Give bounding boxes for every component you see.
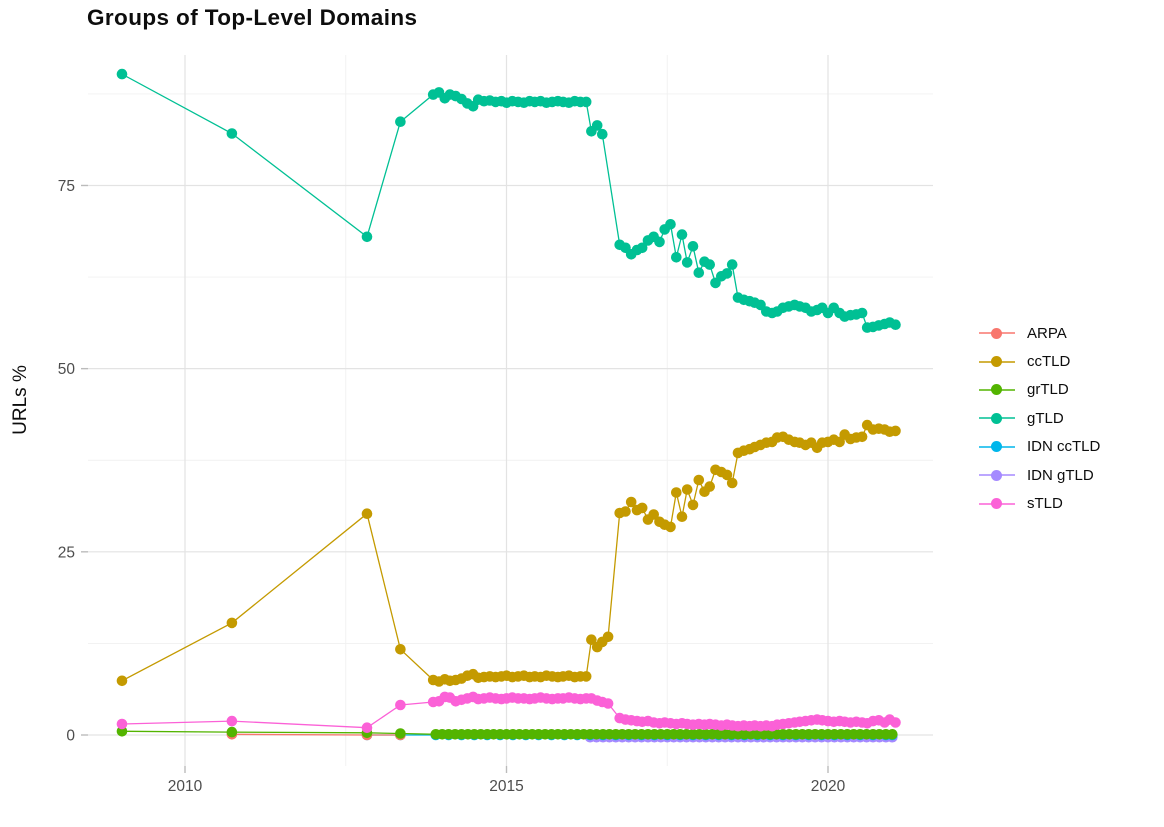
y-tick-label: 50 bbox=[58, 361, 76, 378]
legend-key-icon bbox=[979, 412, 1015, 425]
data-point bbox=[395, 116, 406, 127]
x-tick-label: 2010 bbox=[168, 778, 203, 795]
series-line-gtld bbox=[121, 73, 896, 329]
data-point bbox=[721, 469, 733, 481]
data-point bbox=[625, 496, 637, 508]
series-line-arpa bbox=[231, 733, 401, 736]
data-point bbox=[636, 242, 648, 254]
data-point bbox=[361, 508, 373, 519]
legend-label: ccTLD bbox=[1027, 353, 1071, 371]
data-point bbox=[681, 484, 693, 495]
data-point bbox=[602, 698, 614, 709]
legend-label: IDN ccTLD bbox=[1027, 438, 1101, 456]
data-point bbox=[602, 631, 614, 643]
data-point bbox=[676, 229, 688, 240]
data-point bbox=[597, 128, 608, 140]
legend-key-icon bbox=[979, 440, 1015, 453]
data-point bbox=[693, 474, 705, 486]
data-point bbox=[361, 231, 373, 243]
legend-item-stld: sTLD bbox=[979, 489, 1100, 517]
data-point bbox=[890, 425, 901, 437]
legend-item-arpa: ARPA bbox=[979, 319, 1100, 347]
legend-item-cctld: ccTLD bbox=[979, 347, 1100, 375]
data-point bbox=[681, 257, 693, 268]
data-point bbox=[676, 511, 688, 522]
data-point bbox=[704, 259, 715, 270]
legend-key-icon bbox=[979, 469, 1015, 482]
data-point bbox=[116, 718, 128, 730]
data-point bbox=[361, 722, 373, 733]
chart-title: Groups of Top-Level Domains bbox=[87, 5, 418, 30]
data-point bbox=[856, 431, 868, 443]
legend-item-grtld: grTLD bbox=[979, 376, 1100, 404]
data-point bbox=[704, 481, 715, 492]
legend-label: sTLD bbox=[1027, 495, 1063, 513]
legend-key-icon bbox=[979, 355, 1015, 368]
data-point bbox=[687, 499, 699, 511]
legend-label: grTLD bbox=[1027, 381, 1069, 399]
data-point bbox=[890, 319, 901, 331]
data-point bbox=[226, 128, 238, 139]
data-point bbox=[665, 521, 676, 533]
data-point bbox=[580, 96, 592, 108]
legend-key-icon bbox=[979, 327, 1015, 340]
data-point bbox=[721, 268, 733, 279]
legend-item-idn-gtld: IDN gTLD bbox=[979, 461, 1100, 489]
legend-key-icon bbox=[979, 383, 1015, 396]
data-point bbox=[887, 729, 898, 740]
data-point bbox=[226, 726, 238, 738]
legend-key-icon bbox=[979, 497, 1015, 510]
data-point bbox=[665, 219, 676, 230]
data-point bbox=[693, 267, 705, 279]
data-point bbox=[116, 68, 128, 80]
data-point bbox=[395, 699, 406, 711]
data-point bbox=[226, 617, 238, 629]
legend-label: ARPA bbox=[1027, 324, 1067, 342]
data-point bbox=[726, 259, 738, 270]
data-point bbox=[591, 120, 603, 131]
x-tick-label: 2020 bbox=[811, 778, 846, 795]
data-point bbox=[890, 717, 901, 728]
data-point bbox=[586, 634, 597, 645]
y-tick-label: 0 bbox=[66, 727, 75, 744]
legend-label: gTLD bbox=[1027, 409, 1064, 427]
data-point bbox=[620, 506, 631, 517]
data-point bbox=[395, 644, 406, 655]
data-point bbox=[395, 728, 406, 739]
legend-item-idn-cctld: IDN ccTLD bbox=[979, 433, 1100, 461]
y-tick-label: 75 bbox=[58, 178, 75, 195]
y-tick-label: 25 bbox=[58, 544, 75, 561]
legend: ARPA ccTLD grTLD gTLD IDN ccTLD IDN gTLD sTLD bbox=[979, 319, 1100, 518]
data-point bbox=[687, 241, 699, 252]
data-point bbox=[116, 675, 128, 687]
data-point bbox=[648, 509, 659, 520]
data-point bbox=[580, 671, 592, 682]
x-tick-label: 2015 bbox=[489, 778, 523, 795]
data-point bbox=[226, 715, 238, 727]
data-point bbox=[116, 726, 128, 737]
data-point bbox=[726, 477, 738, 489]
legend-label: IDN gTLD bbox=[1027, 466, 1094, 484]
data-point bbox=[671, 487, 682, 498]
data-point bbox=[654, 236, 665, 248]
legend-item-gtld: gTLD bbox=[979, 404, 1100, 432]
data-point bbox=[671, 251, 682, 263]
data-point bbox=[856, 307, 868, 319]
data-point bbox=[636, 502, 648, 514]
